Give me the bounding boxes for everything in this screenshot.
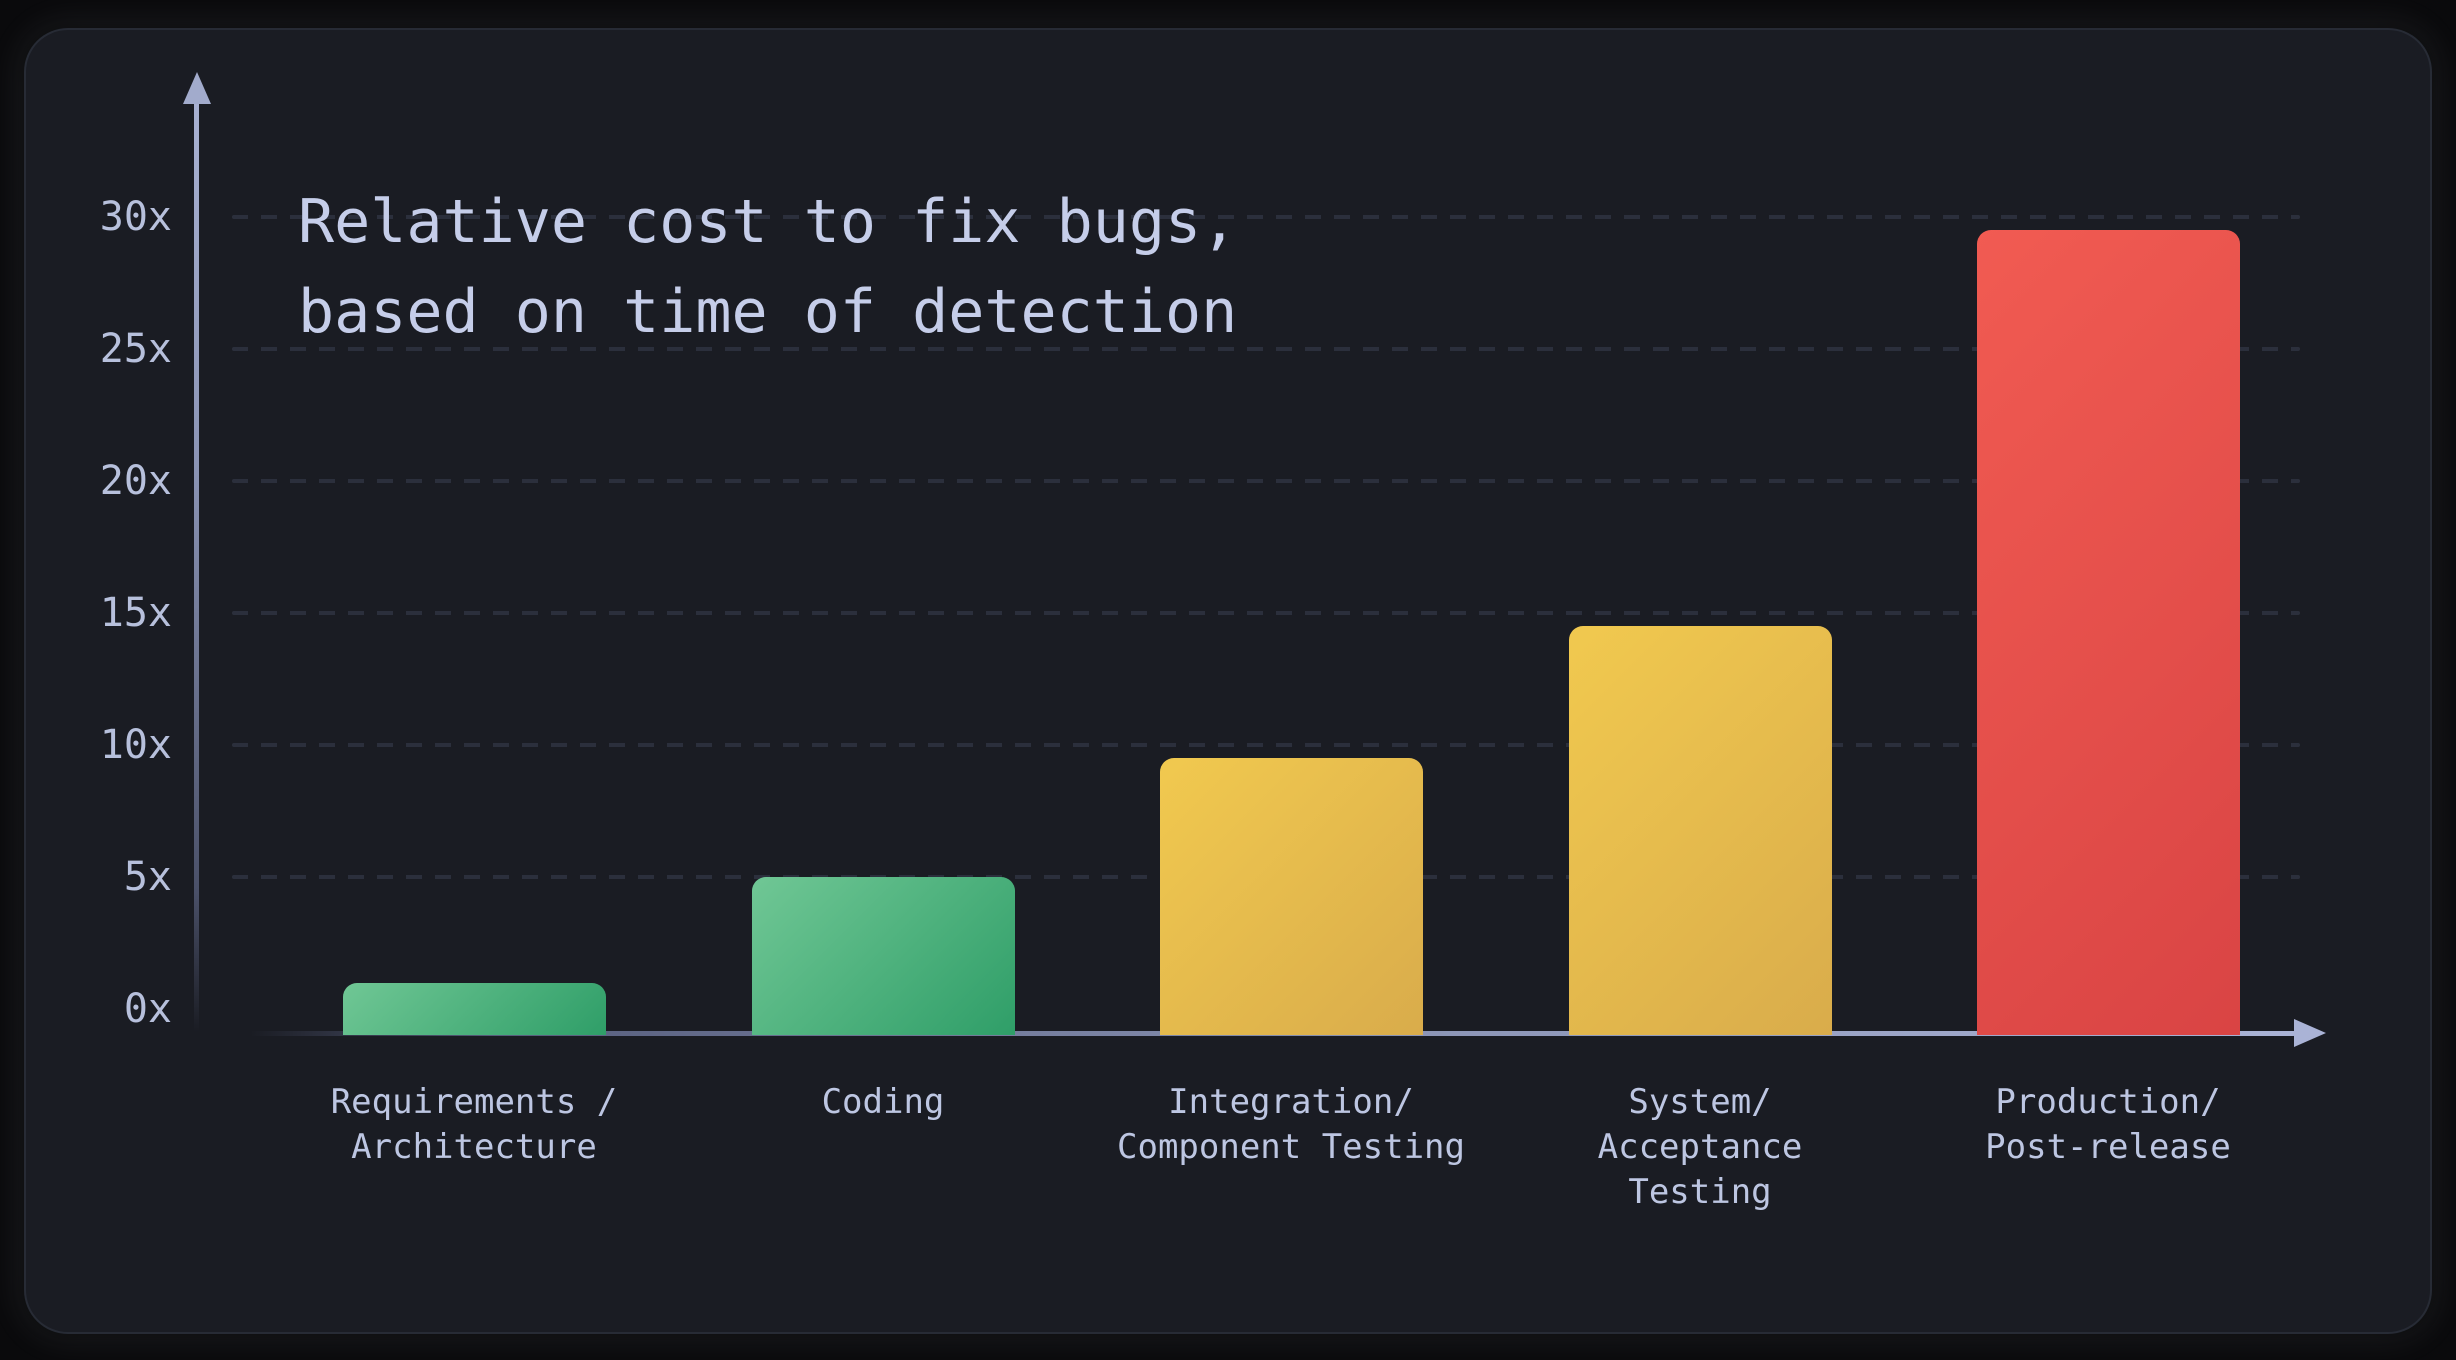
chart-title: Relative cost to fix bugs, based on time… <box>298 187 1238 347</box>
y-tick-25x: 25x <box>99 326 172 372</box>
x-category-1: Requirements / Architecture <box>330 1082 618 1167</box>
y-axis-line <box>194 100 199 1032</box>
bar-5 <box>1976 230 2240 1035</box>
y-axis-arrow-icon <box>183 72 211 104</box>
bar-3 <box>1159 758 1423 1035</box>
gridline-10x <box>232 743 2300 747</box>
y-tick-15x: 15x <box>99 590 172 636</box>
bar-1 <box>342 983 606 1035</box>
y-tick-0x: 0x <box>123 986 172 1032</box>
x-category-4: System/ Acceptance Testing <box>1597 1082 1803 1212</box>
x-category-3: Integration/ Component Testing <box>1117 1082 1465 1167</box>
x-category-2: Coding <box>821 1082 945 1122</box>
bar-4 <box>1568 626 1832 1035</box>
bar-2 <box>751 877 1015 1035</box>
gridline-20x <box>232 479 2300 483</box>
y-tick-5x: 5x <box>123 854 172 900</box>
gridline-15x <box>232 611 2300 615</box>
gridline-25x <box>232 347 2300 351</box>
gridline-30x <box>232 215 2300 219</box>
y-tick-20x: 20x <box>99 458 172 504</box>
y-tick-30x: 30x <box>99 194 172 240</box>
x-category-5: Production/ Post-release <box>1985 1082 2231 1167</box>
x-axis-arrow-icon <box>2294 1019 2326 1047</box>
y-tick-10x: 10x <box>99 722 172 768</box>
